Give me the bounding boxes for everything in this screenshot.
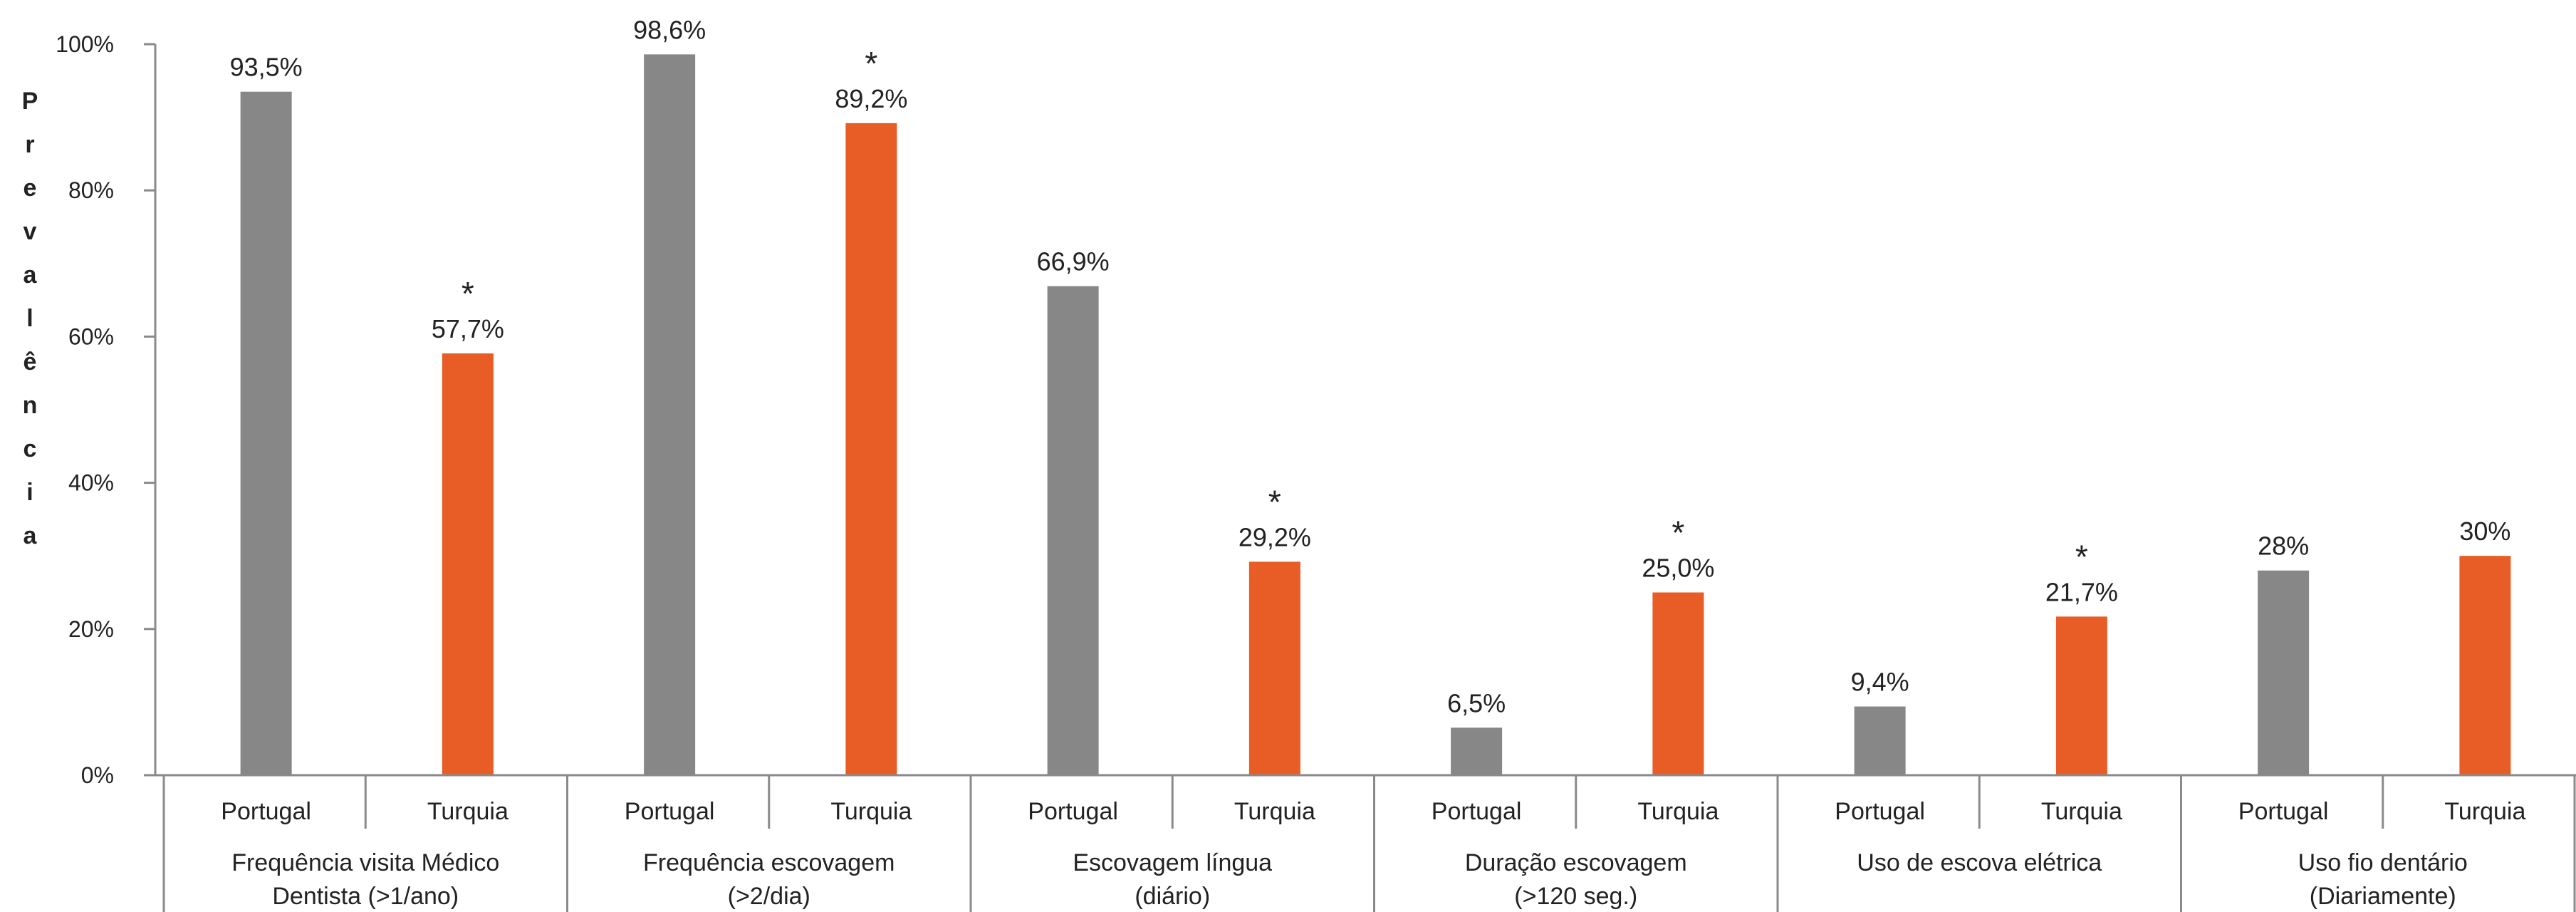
x-tick-label: Portugal xyxy=(221,798,311,825)
data-label: 29,2% xyxy=(1239,522,1311,551)
data-label: 21,7% xyxy=(2045,577,2118,606)
y-axis-title-letter: v xyxy=(24,218,37,245)
bar-portugal xyxy=(1451,727,1503,775)
y-axis-title-letter: ê xyxy=(24,348,37,375)
bar-portugal xyxy=(644,54,696,775)
y-axis-title-letter: c xyxy=(24,435,37,462)
y-axis-title-letter: P xyxy=(22,88,38,115)
bar-turquia xyxy=(1248,561,1300,775)
significance-marker: * xyxy=(2075,538,2088,575)
y-tick-label: 100% xyxy=(56,31,114,57)
bar-turquia xyxy=(845,123,897,776)
x-tick-label: Turquia xyxy=(1234,798,1315,825)
x-group-label: Duração escovagem xyxy=(1465,849,1687,876)
bar-turquia xyxy=(442,353,494,775)
data-label: 98,6% xyxy=(633,15,706,44)
x-tick-label: Turquia xyxy=(2444,798,2525,825)
y-tick-label: 60% xyxy=(68,323,114,349)
x-tick-label: Turquia xyxy=(830,798,912,825)
data-label: 28% xyxy=(2258,532,2309,561)
significance-marker: * xyxy=(865,45,877,82)
bar-turquia xyxy=(2055,616,2107,775)
x-group-label: Uso de escova elétrica xyxy=(1857,849,2102,876)
y-tick-label: 0% xyxy=(81,762,114,788)
y-axis-title-letter: a xyxy=(24,261,38,289)
significance-marker: * xyxy=(1672,514,1684,551)
data-label: 93,5% xyxy=(230,53,303,82)
x-group-label: (>2/dia) xyxy=(728,883,810,910)
bar-portugal xyxy=(1854,706,1906,775)
bar-turquia xyxy=(1652,592,1704,775)
y-axis-title-letter: a xyxy=(24,522,38,549)
y-axis-title-letter: r xyxy=(25,131,34,158)
bar-portugal xyxy=(240,91,292,775)
x-group-label: Dentista (>1/ano) xyxy=(272,883,459,910)
significance-marker: * xyxy=(462,275,474,312)
x-group-label: Uso fio dentário xyxy=(2298,849,2468,876)
data-label: 89,2% xyxy=(835,84,907,113)
data-label: 9,4% xyxy=(1851,668,1909,697)
x-tick-label: Portugal xyxy=(2238,798,2329,825)
significance-marker: * xyxy=(1268,483,1281,520)
x-tick-label: Turquia xyxy=(427,798,509,825)
y-tick-label: 40% xyxy=(68,470,114,496)
x-group-label: (Diariamente) xyxy=(2310,883,2456,910)
y-tick-label: 20% xyxy=(68,616,114,642)
x-group-label: Frequência escovagem xyxy=(643,849,895,876)
data-label: 6,5% xyxy=(1447,688,1506,717)
x-group-label: Escovagem língua xyxy=(1073,849,1272,876)
data-label: 30% xyxy=(2459,517,2510,546)
x-tick-label: Portugal xyxy=(1835,798,1925,825)
x-axis: Portugal Turquia Frequência visita Médico D… xyxy=(155,774,2576,912)
bar-portugal xyxy=(2258,570,2310,775)
data-label: 66,9% xyxy=(1037,247,1110,276)
y-axis-title-letter: l xyxy=(26,305,33,332)
y-axis: 0% 20% 40% 60% 80% 100% xyxy=(56,31,157,788)
x-tick-label: Portugal xyxy=(1028,798,1118,825)
x-tick-label: Portugal xyxy=(1432,798,1522,825)
x-group-label: (diário) xyxy=(1135,883,1210,910)
bar-portugal xyxy=(1047,286,1099,776)
x-tick-label: Turquia xyxy=(2041,798,2122,825)
data-label: 57,7% xyxy=(432,314,504,343)
x-tick-label: Portugal xyxy=(625,798,715,825)
y-axis-title-letter: i xyxy=(26,479,33,506)
y-axis-title-letter: e xyxy=(24,175,37,202)
data-label: 25,0% xyxy=(1642,554,1714,583)
bar-turquia xyxy=(2459,556,2511,775)
bars: 93,5%57,7%*98,6%89,2%*66,9%29,2%*6,5%25,… xyxy=(230,15,2511,776)
y-axis-title-letter: n xyxy=(23,392,38,419)
y-tick-label: 80% xyxy=(68,177,114,203)
x-group-label: (>120 seg.) xyxy=(1514,883,1637,910)
x-tick-label: Turquia xyxy=(1637,798,1719,825)
x-group-label: Frequência visita Médico xyxy=(231,849,499,876)
